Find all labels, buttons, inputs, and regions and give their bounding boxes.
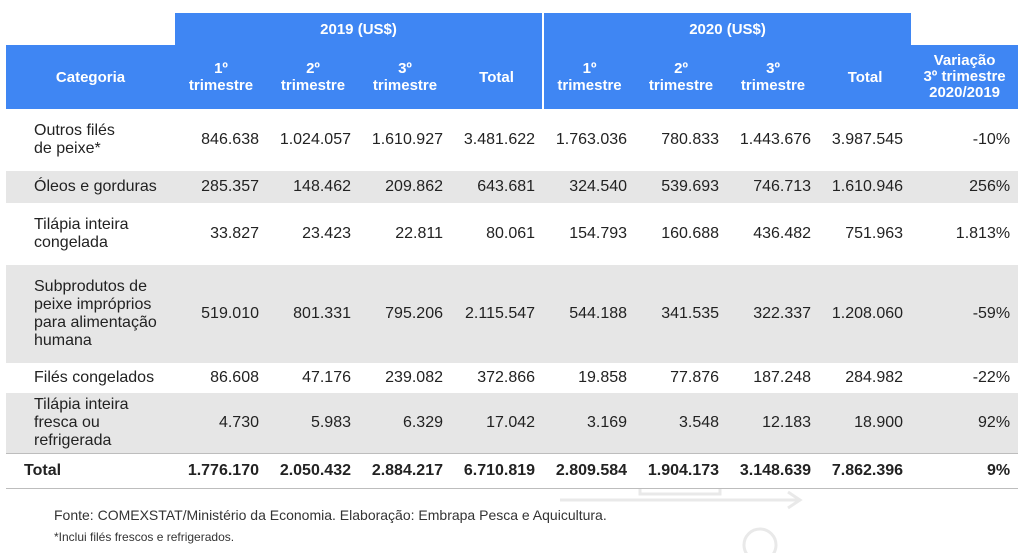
table-cell: 4.730 (175, 393, 267, 454)
table-cell: 285.357 (175, 171, 267, 203)
table-cell: 1.208.060 (819, 265, 912, 363)
column-header-2019-q2: 2º trimestre (267, 45, 359, 109)
variation-cell: 92% (911, 393, 1019, 454)
table-cell: 12.183 (727, 393, 820, 454)
table-cell: 17.042 (451, 393, 544, 454)
table-cell: 1.610.946 (819, 171, 912, 203)
column-header-2020-q1: 1º trimestre (543, 45, 636, 109)
header-spacer (911, 13, 1018, 45)
asterisk-footnote: *Inclui filés frescos e refrigerados. (54, 530, 235, 544)
header-spacer (6, 13, 175, 45)
table-row: Filés congelados 86.608 47.176 239.082 3… (6, 363, 1019, 393)
table-cell: 6.329 (359, 393, 451, 454)
table-cell: 643.681 (451, 171, 544, 203)
total-cell: 6.710.819 (451, 453, 544, 489)
table-cell: 1.443.676 (727, 109, 820, 171)
row-category: Filés congelados (6, 363, 175, 393)
total-row: Total 1.776.170 2.050.432 2.884.217 6.71… (6, 453, 1019, 489)
total-label: Total (6, 453, 175, 489)
table-cell: 746.713 (727, 171, 820, 203)
table-cell: 18.900 (819, 393, 912, 454)
table-cell: 47.176 (267, 363, 359, 393)
table-cell: 77.876 (635, 363, 728, 393)
column-header-category: Categoria (6, 45, 175, 109)
row-category: Óleos e gorduras (6, 171, 175, 203)
row-category: Tilápia inteira congelada (6, 203, 175, 265)
table-cell: 3.481.622 (451, 109, 544, 171)
total-cell: 7.862.396 (819, 453, 912, 489)
row-category: Subprodutos de peixe impróprios para alime… (6, 265, 175, 363)
table-cell: 187.248 (727, 363, 820, 393)
table-cell: 795.206 (359, 265, 451, 363)
table-cell: 3.987.545 (819, 109, 912, 171)
column-header-2020-q2: 2º trimestre (635, 45, 728, 109)
total-cell: 2.884.217 (359, 453, 451, 489)
table-cell: 780.833 (635, 109, 728, 171)
source-footnote: Fonte: COMEXSTAT/Ministério da Economia.… (54, 507, 607, 523)
column-header-2019-q1: 1º trimestre (175, 45, 267, 109)
table-cell: 751.963 (819, 203, 912, 265)
table-cell: 284.982 (819, 363, 912, 393)
row-category: Tilápia inteira fresca ou refrigerada (6, 393, 175, 454)
table-cell: 1.610.927 (359, 109, 451, 171)
group-header-2019: 2019 (US$) (175, 13, 545, 45)
column-header-2020-q3: 3º trimestre (727, 45, 820, 109)
row-category: Outros filés de peixe* (6, 109, 175, 171)
column-header-variation: Variação 3º trimestre 2020/2019 (911, 45, 1019, 109)
table-cell: 544.188 (543, 265, 636, 363)
table-cell: 436.482 (727, 203, 820, 265)
variation-cell: -59% (911, 265, 1019, 363)
table-row: Tilápia inteira congelada 33.827 23.423 2… (6, 203, 1019, 265)
total-cell: 3.148.639 (727, 453, 820, 489)
table-cell: 846.638 (175, 109, 267, 171)
column-header-2019-total: Total (451, 45, 545, 109)
table-cell: 322.337 (727, 265, 820, 363)
total-cell: 1.904.173 (635, 453, 728, 489)
table-cell: 519.010 (175, 265, 267, 363)
column-header-2020-total: Total (819, 45, 912, 109)
table-cell: 2.115.547 (451, 265, 544, 363)
table-cell: 80.061 (451, 203, 544, 265)
table-cell: 19.858 (543, 363, 636, 393)
table-cell: 539.693 (635, 171, 728, 203)
table-cell: 23.423 (267, 203, 359, 265)
table-cell: 3.169 (543, 393, 636, 454)
variation-cell: -22% (911, 363, 1019, 393)
total-variation-cell: 9% (911, 453, 1019, 489)
total-cell: 2.050.432 (267, 453, 359, 489)
table-cell: 801.331 (267, 265, 359, 363)
table-row: Subprodutos de peixe impróprios para alime… (6, 265, 1019, 363)
total-cell: 1.776.170 (175, 453, 267, 489)
total-cell: 2.809.584 (543, 453, 636, 489)
table-cell: 372.866 (451, 363, 544, 393)
table-cell: 5.983 (267, 393, 359, 454)
table-cell: 324.540 (543, 171, 636, 203)
data-table-container: 2019 (US$) 2020 (US$) Categoria 1º trimes… (6, 13, 1019, 489)
table-cell: 3.548 (635, 393, 728, 454)
table-cell: 209.862 (359, 171, 451, 203)
variation-cell: 1.813% (911, 203, 1019, 265)
table-cell: 154.793 (543, 203, 636, 265)
table-cell: 341.535 (635, 265, 728, 363)
table-cell: 22.811 (359, 203, 451, 265)
table-cell: 1.763.036 (543, 109, 636, 171)
table-cell: 148.462 (267, 171, 359, 203)
table-row: Outros filés de peixe* 846.638 1.024.057 … (6, 109, 1019, 171)
variation-cell: -10% (911, 109, 1019, 171)
column-header-2019-q3: 3º trimestre (359, 45, 451, 109)
export-data-table: 2019 (US$) 2020 (US$) Categoria 1º trimes… (6, 13, 1019, 489)
table-cell: 86.608 (175, 363, 267, 393)
table-cell: 1.024.057 (267, 109, 359, 171)
table-cell: 160.688 (635, 203, 728, 265)
table-cell: 33.827 (175, 203, 267, 265)
table-cell: 239.082 (359, 363, 451, 393)
table-row: Óleos e gorduras 285.357 148.462 209.862… (6, 171, 1019, 203)
table-row: Tilápia inteira fresca ou refrigerada 4.73… (6, 393, 1019, 454)
group-header-2020: 2020 (US$) (543, 13, 912, 45)
variation-cell: 256% (911, 171, 1019, 203)
